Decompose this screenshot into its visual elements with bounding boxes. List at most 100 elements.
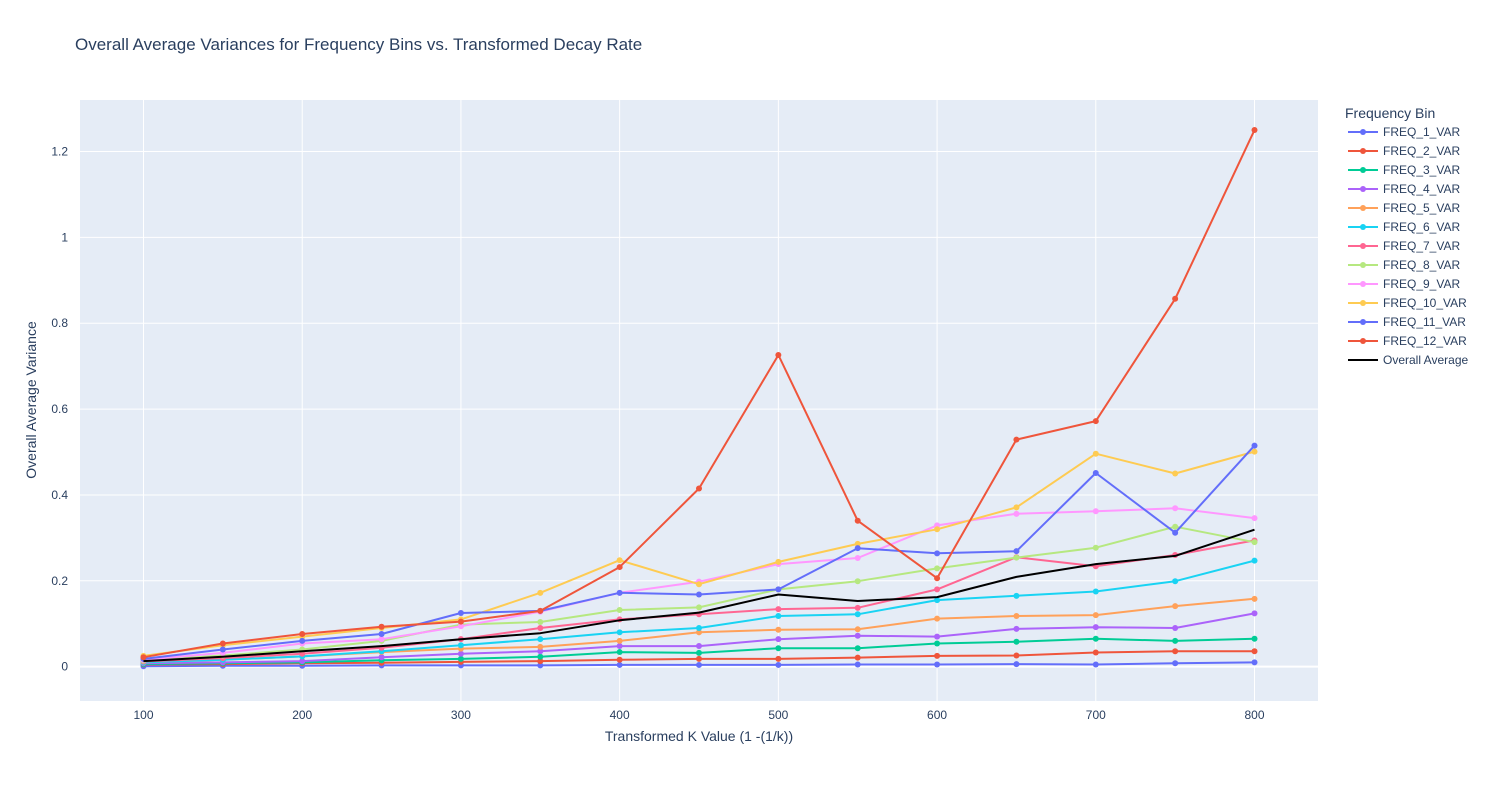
data-point[interactable] [934,661,941,668]
data-point[interactable] [1172,637,1179,644]
data-point[interactable] [1092,544,1099,551]
data-point[interactable] [775,626,782,633]
data-point[interactable] [537,607,544,614]
data-point[interactable] [1092,635,1099,642]
data-point[interactable] [696,649,702,656]
data-point[interactable] [616,643,623,650]
data-point[interactable] [1013,638,1020,645]
data-point[interactable] [616,557,623,564]
data-point[interactable] [1251,635,1258,642]
data-point[interactable] [775,655,782,662]
data-point[interactable] [219,640,226,647]
data-point[interactable] [1251,515,1258,522]
data-point[interactable] [934,575,941,582]
data-point[interactable] [1092,612,1099,619]
legend-item-freq-4-var[interactable]: FREQ_4_VAR [1348,182,1460,196]
data-point[interactable] [1092,508,1099,515]
data-point[interactable] [378,623,385,630]
data-point[interactable] [775,636,782,643]
data-point[interactable] [537,653,544,660]
data-point[interactable] [140,654,147,661]
data-point[interactable] [537,662,544,669]
data-point[interactable] [1172,470,1179,477]
legend-item-freq-2-var[interactable]: FREQ_2_VAR [1348,144,1460,158]
data-point[interactable] [696,581,702,588]
data-point[interactable] [854,604,861,611]
data-point[interactable] [457,655,464,662]
data-point[interactable] [616,589,623,596]
data-point[interactable] [934,586,941,593]
data-point[interactable] [696,604,702,611]
data-point[interactable] [696,655,702,662]
data-point[interactable] [934,565,941,572]
data-point[interactable] [696,625,702,632]
data-point[interactable] [854,578,861,585]
data-point[interactable] [616,637,623,644]
data-point[interactable] [1013,548,1020,555]
data-point[interactable] [616,606,623,613]
data-point[interactable] [775,661,782,668]
data-point[interactable] [299,631,306,638]
data-point[interactable] [854,661,861,668]
data-point[interactable] [1172,578,1179,585]
data-point[interactable] [1013,613,1020,620]
data-point[interactable] [378,636,385,643]
data-point[interactable] [854,555,861,562]
data-point[interactable] [616,649,623,656]
data-point[interactable] [1251,595,1258,602]
data-point[interactable] [537,589,544,596]
data-point[interactable] [537,648,544,655]
data-point[interactable] [1092,588,1099,595]
data-point[interactable] [775,586,782,593]
data-point[interactable] [537,625,544,632]
data-point[interactable] [934,633,941,640]
data-point[interactable] [1013,554,1020,561]
data-point[interactable] [378,631,385,638]
data-point[interactable] [854,540,861,547]
data-point[interactable] [1172,625,1179,632]
data-point[interactable] [1172,505,1179,512]
legend-item-overall-average[interactable]: Overall Average [1348,353,1468,367]
data-point[interactable] [1013,504,1020,511]
data-point[interactable] [616,629,623,636]
legend-item-freq-7-var[interactable]: FREQ_7_VAR [1348,239,1460,253]
data-point[interactable] [934,652,941,659]
data-point[interactable] [457,650,464,657]
data-point[interactable] [219,646,226,653]
data-point[interactable] [775,606,782,613]
data-point[interactable] [1092,470,1099,477]
data-point[interactable] [1251,610,1258,617]
legend-item-freq-6-var[interactable]: FREQ_6_VAR [1348,220,1460,234]
data-point[interactable] [1092,624,1099,631]
data-point[interactable] [1251,127,1258,134]
data-point[interactable] [457,609,464,616]
data-point[interactable] [1172,295,1179,302]
data-point[interactable] [696,629,702,636]
data-point[interactable] [1092,649,1099,656]
data-point[interactable] [854,517,861,524]
data-point[interactable] [1172,603,1179,610]
data-point[interactable] [775,558,782,565]
data-point[interactable] [1172,529,1179,536]
data-point[interactable] [537,636,544,643]
data-point[interactable] [854,654,861,661]
data-point[interactable] [616,564,623,571]
data-point[interactable] [1013,592,1020,599]
data-point[interactable] [934,526,941,533]
data-point[interactable] [537,643,544,650]
data-point[interactable] [775,645,782,652]
data-point[interactable] [1172,660,1179,667]
data-point[interactable] [696,661,702,668]
data-point[interactable] [457,618,464,625]
data-point[interactable] [934,615,941,622]
data-point[interactable] [1013,510,1020,517]
data-point[interactable] [1092,450,1099,457]
data-point[interactable] [299,658,306,665]
data-point[interactable] [616,656,623,663]
data-point[interactable] [854,545,861,552]
legend-item-freq-10-var[interactable]: FREQ_10_VAR [1348,296,1467,310]
data-point[interactable] [854,626,861,633]
data-point[interactable] [696,591,702,598]
data-point[interactable] [1251,442,1258,449]
data-point[interactable] [854,611,861,618]
